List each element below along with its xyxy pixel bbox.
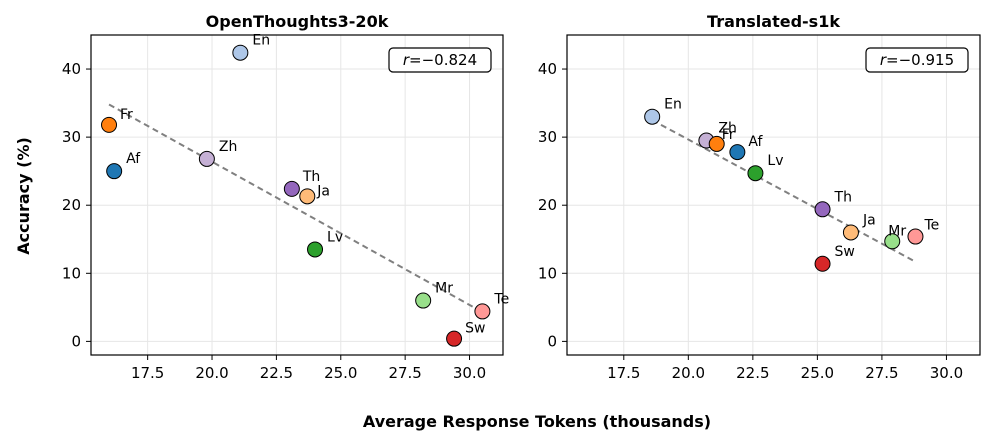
point-label-en: En	[252, 33, 270, 49]
point-mr	[884, 233, 901, 250]
point-label-af: Af	[126, 151, 141, 167]
point-th	[814, 201, 831, 218]
point-en	[232, 44, 249, 61]
panel-title: Translated-s1k	[707, 12, 840, 31]
point-fr	[708, 135, 725, 152]
point-af	[729, 144, 746, 161]
y-tick-label: 0	[547, 332, 557, 350]
plot-frame	[90, 34, 504, 356]
point-label-mr: Mr	[888, 223, 906, 239]
point-th	[283, 180, 300, 197]
point-label-sw: Sw	[835, 244, 855, 260]
point-sw	[446, 330, 463, 347]
y-tick-label: 20	[538, 196, 557, 214]
y-tick-label: 30	[538, 128, 557, 146]
point-label-af: Af	[748, 134, 763, 150]
point-label-mr: Mr	[435, 281, 453, 297]
x-tick-label: 17.5	[607, 364, 640, 382]
y-tick-label: 10	[62, 264, 81, 282]
correlation-text: r=−0.824	[403, 51, 477, 69]
x-tick-label: 22.5	[260, 364, 293, 382]
point-label-fr: Fr	[722, 127, 735, 143]
point-te	[474, 303, 491, 320]
y-tick-label: 40	[538, 60, 557, 78]
y-axis-label: Accuracy (%)	[14, 137, 33, 255]
point-label-lv: Lv	[327, 229, 343, 245]
point-label-fr: Fr	[120, 107, 133, 123]
x-tick-label: 22.5	[736, 364, 769, 382]
point-label-ja: Ja	[316, 183, 330, 199]
y-tick-label: 20	[62, 196, 81, 214]
point-ja	[842, 224, 859, 241]
point-label-th: Th	[834, 189, 852, 205]
panel-title: OpenThoughts3-20k	[206, 12, 389, 31]
y-tick-label: 40	[62, 60, 81, 78]
x-tick-label: 27.5	[865, 364, 898, 382]
point-label-en: En	[664, 97, 682, 113]
point-af	[106, 163, 123, 180]
point-fr	[101, 116, 118, 133]
point-label-ja: Ja	[862, 212, 876, 228]
point-en	[644, 108, 661, 125]
point-lv	[307, 241, 324, 258]
trend-line	[651, 119, 916, 263]
point-label-zh: Zh	[219, 139, 237, 155]
y-tick-label: 0	[71, 332, 81, 350]
point-zh	[198, 150, 215, 167]
point-label-te: Te	[493, 291, 509, 307]
point-ja	[299, 188, 316, 205]
y-tick-label: 10	[538, 264, 557, 282]
point-label-sw: Sw	[465, 321, 485, 337]
plot-frame	[566, 34, 981, 356]
point-sw	[814, 255, 831, 272]
x-tick-label: 20.0	[672, 364, 705, 382]
point-label-th: Th	[302, 169, 320, 185]
correlation-box	[388, 47, 492, 73]
point-lv	[747, 165, 764, 182]
y-tick-label: 30	[62, 128, 81, 146]
correlation-box	[865, 47, 969, 73]
point-label-lv: Lv	[767, 153, 783, 169]
x-tick-label: 30.0	[930, 364, 963, 382]
point-label-te: Te	[923, 218, 939, 234]
point-te	[907, 228, 924, 245]
x-tick-label: 25.0	[324, 364, 357, 382]
x-tick-label: 30.0	[453, 364, 486, 382]
point-label-zh: Zh	[718, 121, 736, 137]
correlation-text: r=−0.915	[880, 51, 954, 69]
x-tick-label: 27.5	[388, 364, 421, 382]
x-tick-label: 25.0	[801, 364, 834, 382]
x-tick-label: 20.0	[195, 364, 228, 382]
x-axis-label: Average Response Tokens (thousands)	[363, 412, 711, 431]
point-mr	[415, 292, 432, 309]
x-tick-label: 17.5	[131, 364, 164, 382]
trend-line	[108, 103, 483, 313]
